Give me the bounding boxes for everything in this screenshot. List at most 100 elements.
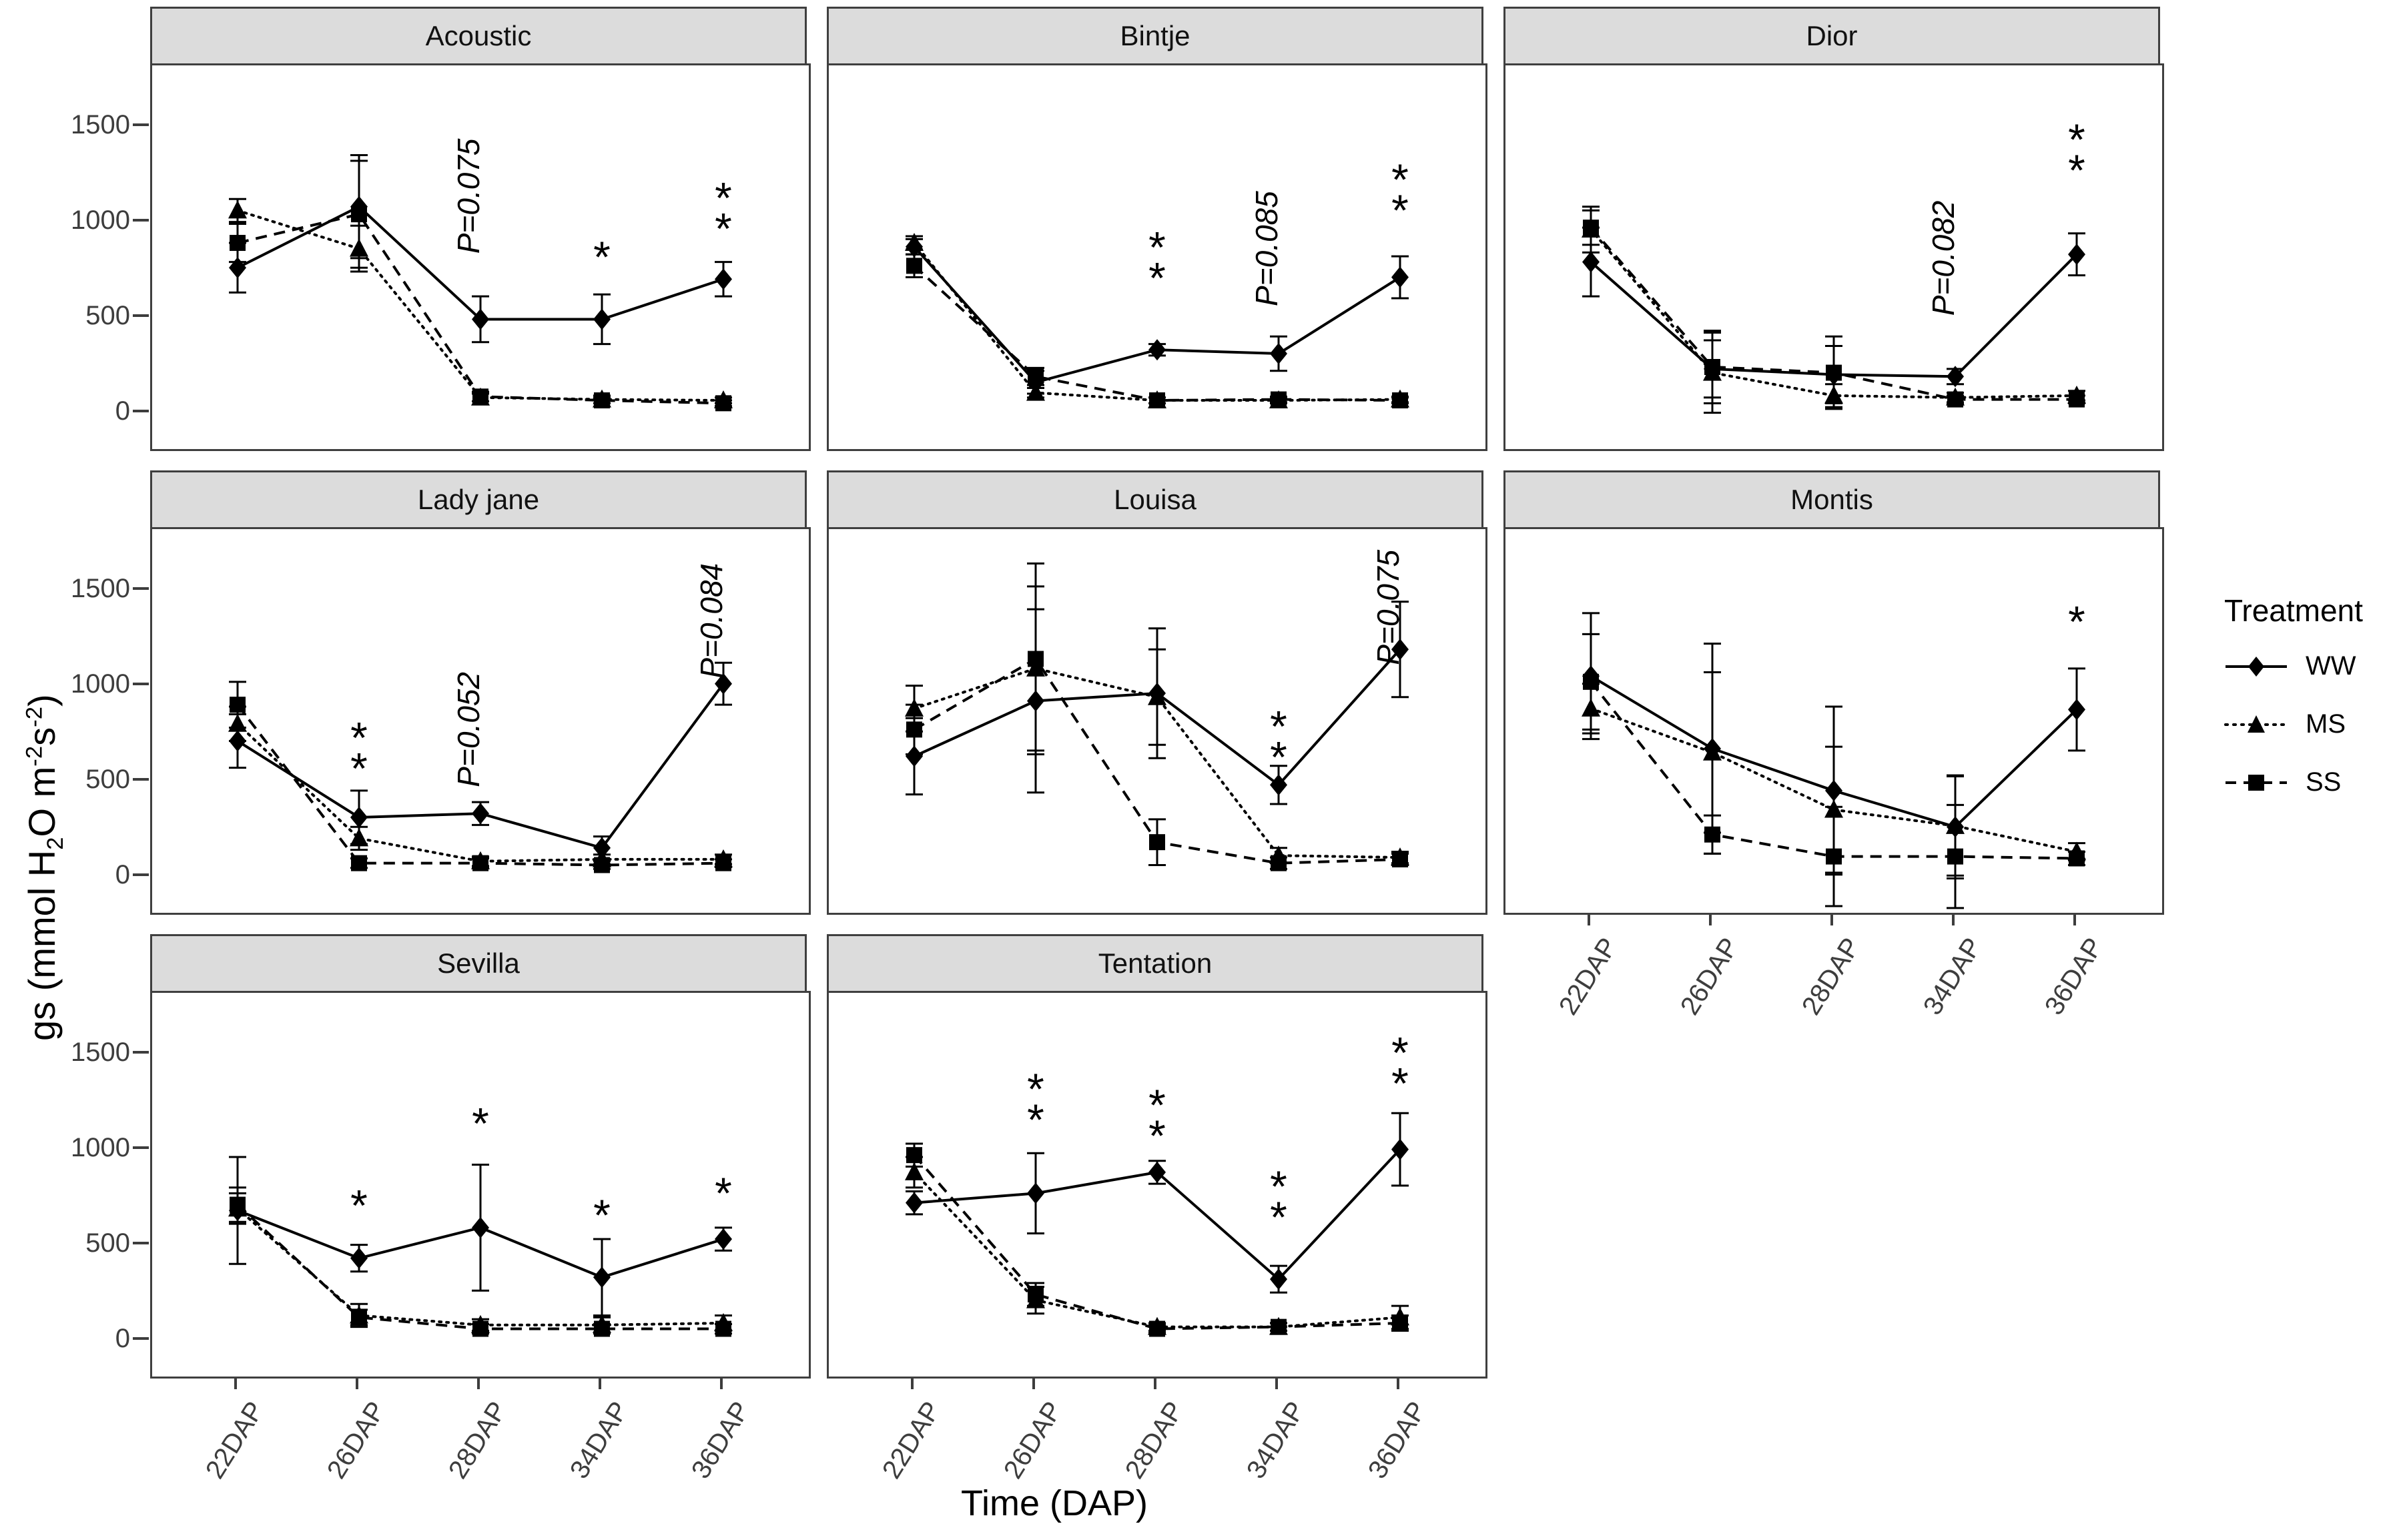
annotation-star: *	[2068, 597, 2085, 646]
marker-diamond	[1825, 364, 1842, 386]
marker-diamond	[1148, 339, 1166, 361]
marker-diamond	[906, 745, 923, 767]
plot-area: *	[1503, 527, 2164, 915]
annotation-pvalue: P=0.082	[1926, 201, 1961, 316]
marker-diamond	[350, 1247, 368, 1269]
y-tick-mark	[133, 873, 149, 876]
marker-square	[1149, 834, 1165, 851]
annotation-star: *	[1391, 185, 1409, 235]
x-tick-mark	[720, 1379, 723, 1389]
marker-square	[2069, 850, 2085, 867]
facet-panel-bintje: Bintje * * P=0.085 * *	[827, 7, 1487, 451]
facet-title: Lady jane	[417, 484, 540, 515]
x-tick-mark	[599, 1379, 601, 1389]
facet-strip: Bintje	[827, 7, 1483, 65]
legend-label-ms: MS	[2306, 709, 2346, 739]
y-axis-title-part: 2	[43, 837, 69, 850]
annotation-star: *	[350, 744, 368, 793]
marker-diamond	[1148, 683, 1166, 705]
facet-title: Tentation	[1098, 947, 1213, 979]
annotation-pvalue: P=0.075	[451, 138, 486, 254]
y-tick-mark	[133, 587, 149, 590]
annotation-star: *	[1148, 254, 1166, 303]
y-tick-mark	[133, 1336, 149, 1340]
legend-label-ss: SS	[2306, 767, 2342, 797]
y-axis-title-part: -2	[21, 706, 47, 727]
y-tick-mark	[133, 218, 149, 222]
annotation-star: *	[593, 1190, 611, 1240]
y-tick-mark	[133, 409, 149, 412]
facet-strip: Lady jane	[150, 470, 807, 529]
annotation-pvalue: P=0.084	[694, 563, 729, 679]
facet-panel-sevilla: Sevilla * * * *	[150, 934, 811, 1379]
annotation-pvalue: P=0.052	[451, 672, 486, 787]
marker-diamond	[350, 196, 368, 218]
marker-diamond	[350, 806, 368, 828]
marker-diamond	[472, 308, 489, 330]
x-axis-title: Time (DAP)	[961, 1483, 1148, 1523]
y-tick-label: 1500	[71, 109, 130, 139]
y-tick-label: 0	[115, 859, 130, 889]
annotation-star: *	[1148, 1111, 1166, 1160]
marker-square	[230, 697, 246, 713]
marker-diamond	[715, 673, 732, 695]
x-tick-label: 28DAP	[442, 1397, 513, 1484]
y-tick-label: 0	[115, 396, 130, 426]
legend-title: Treatment	[2224, 593, 2363, 628]
marker-square	[715, 1320, 731, 1337]
marker-diamond	[1270, 774, 1287, 796]
y-tick-label: 1000	[71, 1132, 130, 1162]
facet-strip: Dior	[1503, 7, 2160, 65]
plot-area: ** P=0.085**	[827, 63, 1487, 451]
y-tick-label: 500	[85, 300, 130, 330]
marker-square	[906, 1147, 922, 1164]
facet-title: Acoustic	[425, 20, 532, 51]
marker-diamond	[1270, 1268, 1287, 1290]
y-tick-label: 1500	[71, 573, 130, 603]
facet-panel-acoustic: Acoustic P=0.075 * * *	[150, 7, 811, 451]
marker-square	[351, 855, 367, 871]
facet-panel-tentation: Tentation * * * * * * * *	[827, 934, 1487, 1379]
marker-diamond	[472, 803, 489, 825]
marker-diamond	[1270, 342, 1287, 364]
marker-square	[1149, 1320, 1165, 1337]
annotation-star: *	[1270, 733, 1287, 782]
marker-diamond	[1148, 1161, 1166, 1183]
y-tick-mark	[133, 1050, 149, 1054]
facet-title: Dior	[1806, 20, 1858, 51]
facet-title: Sevilla	[437, 947, 520, 979]
x-tick-label: 36DAP	[685, 1397, 756, 1484]
legend-entry-ww: WW	[2224, 651, 2363, 681]
marker-square	[715, 855, 731, 871]
marker-square	[594, 392, 610, 409]
marker-diamond	[229, 257, 246, 279]
annotation-star: *	[350, 1181, 368, 1230]
annotation-star: *	[1270, 1192, 1287, 1242]
x-tick-label: 22DAP	[876, 1397, 947, 1484]
x-tick-label: 34DAP	[564, 1397, 635, 1484]
y-tick-mark	[133, 682, 149, 685]
annotation-star: *	[1148, 223, 1166, 272]
marker-diamond	[2068, 244, 2085, 266]
marker-square	[715, 395, 731, 412]
marker-diamond	[1704, 358, 1721, 380]
x-tick-mark	[1588, 915, 1590, 925]
marker-square	[1392, 851, 1408, 867]
annotation-star: *	[1391, 1028, 1409, 1078]
marker-square	[472, 1320, 488, 1337]
legend-entry-ms: MS	[2224, 709, 2363, 739]
series-line-MS	[913, 1170, 1401, 1328]
marker-diamond	[1582, 251, 1600, 273]
facet-panel-lady-jane: Lady jane * * P=0.052 P=0.084	[150, 470, 811, 915]
x-tick-label: 36DAP	[2039, 933, 2109, 1020]
series-line-MS	[236, 722, 725, 863]
y-axis-title-part: s	[21, 727, 63, 746]
annotation-star: *	[1391, 155, 1409, 204]
x-tick-mark	[234, 1379, 237, 1389]
annotation-star: *	[1148, 1080, 1166, 1130]
x-tick-label: 36DAP	[1362, 1397, 1433, 1484]
x-tick-label: 26DAP	[998, 1397, 1068, 1484]
annotation-star: *	[715, 173, 732, 222]
annotation-star: *	[1027, 1095, 1044, 1144]
marker-diamond	[906, 1192, 923, 1214]
